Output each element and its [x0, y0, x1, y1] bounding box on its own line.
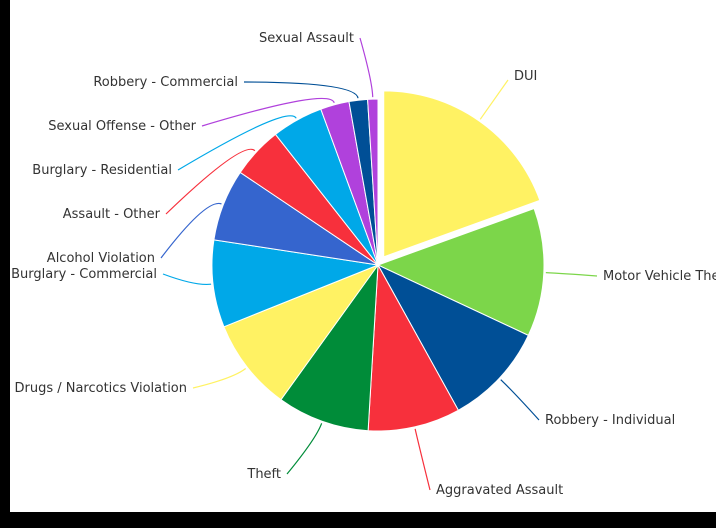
label-aggravated-assault: Aggravated Assault — [436, 483, 563, 498]
slice-burglary-commercial[interactable] — [211, 239, 380, 328]
slice-drugs-narcotics-violation[interactable] — [223, 263, 380, 401]
label-sexual-assault: Sexual Assault — [259, 31, 354, 46]
leader-assault-other — [165, 148, 256, 215]
label-dui: DUI — [514, 69, 537, 84]
leader-dui — [479, 79, 509, 120]
label-robbery-commercial: Robbery - Commercial — [93, 75, 238, 90]
leader-aggravated-assault — [414, 428, 431, 491]
label-assault-other: Assault - Other — [63, 207, 161, 222]
leader-robbery-commercial — [243, 81, 359, 99]
label-alcohol-violation: Alcohol Violation — [47, 251, 155, 266]
leader-motor-vehicle-theft — [545, 272, 598, 277]
leader-alcohol-violation — [160, 202, 222, 259]
slice-sexual-assault[interactable] — [367, 98, 379, 266]
slice-dui[interactable] — [383, 90, 541, 258]
leader-burglary-residential — [177, 115, 297, 171]
label-theft: Theft — [246, 467, 281, 482]
leaders-layer — [160, 37, 598, 491]
leader-sexual-assault — [359, 37, 374, 98]
leader-sexual-offense-other — [201, 97, 335, 127]
slice-motor-vehicle-theft[interactable] — [376, 207, 545, 337]
pie-chart: DUI Motor Vehicle Theft Robbery - Individu… — [11, 31, 716, 498]
label-burglary-commercial: Burglary - Commercial — [11, 267, 157, 282]
slice-aggravated-assault[interactable] — [367, 263, 460, 432]
label-robbery-individual: Robbery - Individual — [545, 413, 675, 428]
slices-layer — [211, 90, 545, 432]
leader-burglary-commercial — [162, 273, 212, 286]
label-burglary-residential: Burglary - Residential — [32, 163, 172, 178]
label-sexual-offense-other: Sexual Offense - Other — [48, 119, 196, 134]
slice-theft[interactable] — [280, 263, 379, 432]
labels-layer: DUI Motor Vehicle Theft Robbery - Individu… — [11, 31, 716, 498]
leader-theft — [286, 423, 323, 475]
leader-drugs-narcotics-violation — [192, 368, 247, 389]
chart-panel: DUI Motor Vehicle Theft Robbery - Individu… — [10, 0, 716, 512]
label-drugs-narcotics-violation: Drugs / Narcotics Violation — [14, 381, 187, 396]
label-motor-vehicle-theft: Motor Vehicle Theft — [603, 269, 716, 284]
slice-robbery-individual[interactable] — [376, 263, 530, 411]
leader-robbery-individual — [500, 379, 540, 421]
